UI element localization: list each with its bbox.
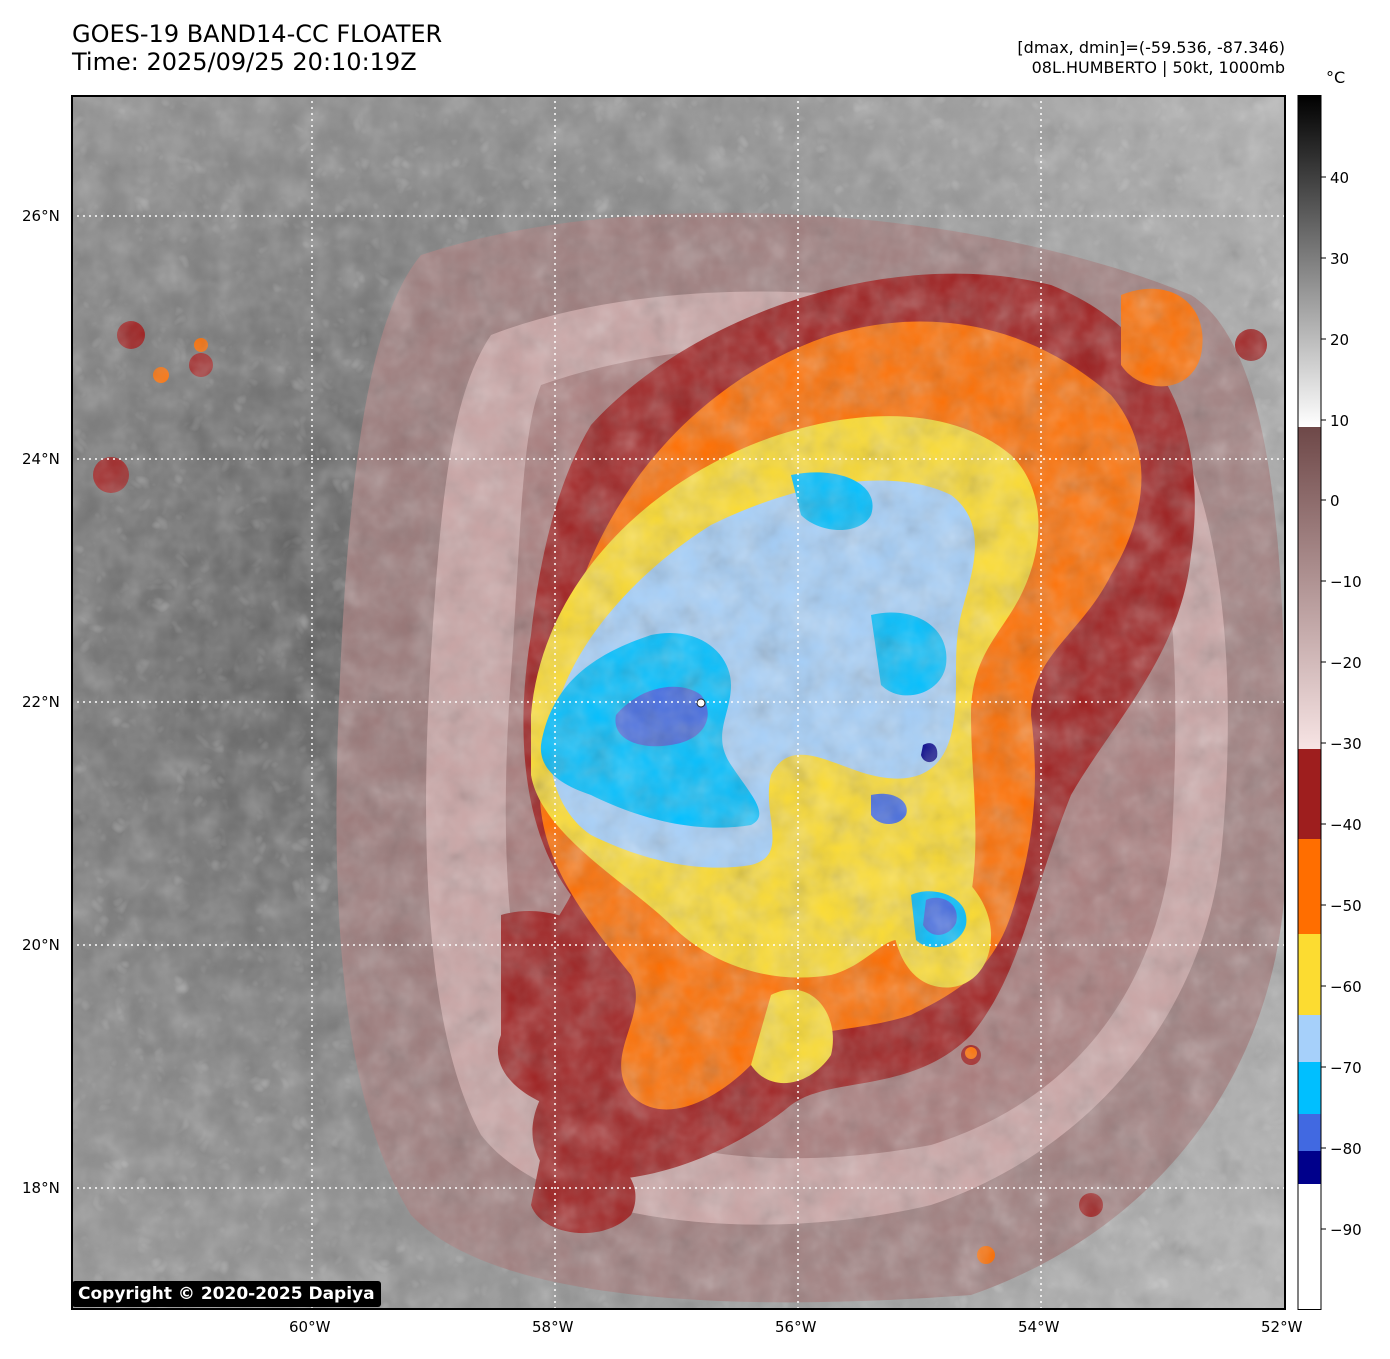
colorbar-dark-red-segment (1298, 749, 1321, 839)
temperature-colorbar: 40 30 20 10 0 −10 −20 −30 −40 −50 −60 −7… (1297, 95, 1362, 1310)
colorbar-tick-label: 40 (1330, 169, 1349, 187)
lat-label: 26°N (22, 207, 60, 225)
colorbar-tick-label: −90 (1330, 1221, 1362, 1239)
lat-label: 22°N (22, 693, 60, 711)
colorbar-tick-label: 30 (1330, 250, 1349, 268)
title-line-1: GOES-19 BAND14-CC FLOATER (72, 20, 443, 48)
lon-label: 56°W (775, 1318, 817, 1336)
tropical-storm-marker-icon (696, 698, 706, 708)
storm-info-text: 08L.HUMBERTO | 50kt, 1000mb (1031, 58, 1285, 77)
colorbar-tick-label: 10 (1330, 412, 1349, 430)
colorbar-grey-segment (1298, 95, 1321, 427)
colorbar-tick-label: −20 (1330, 654, 1362, 672)
data-range-text: [dmax, dmin]=(-59.536, -87.346) (1017, 38, 1285, 57)
colorbar-tick-label: −40 (1330, 816, 1362, 834)
title-line-2: Time: 2025/09/25 20:10:19Z (72, 48, 417, 76)
lon-label: 58°W (532, 1318, 574, 1336)
colorbar-light-blue-segment (1298, 1015, 1321, 1062)
storm-info: [dmax, dmin]=(-59.536, -87.346) 08L.HUMB… (1017, 38, 1285, 78)
colorbar-tick-label: −80 (1330, 1140, 1362, 1158)
colorbar-tick-label: 0 (1330, 492, 1340, 510)
colorbar-tick-label: −50 (1330, 897, 1362, 915)
lon-label: 60°W (289, 1318, 331, 1336)
colorbar-white-segment (1298, 1184, 1321, 1310)
copyright-badge: Copyright © 2020-2025 Dapiya (72, 1281, 381, 1307)
colorbar-tick-label: −60 (1330, 978, 1362, 996)
lat-label: 18°N (22, 1179, 60, 1197)
image-title: GOES-19 BAND14-CC FLOATER Time: 2025/09/… (72, 20, 442, 76)
lat-label: 20°N (22, 936, 60, 954)
colorbar-orange-segment (1298, 839, 1321, 934)
colorbar-tick-label: −30 (1330, 735, 1362, 753)
colorbar-sky-blue-segment (1298, 1062, 1321, 1114)
colorbar-deep-blue-segment (1298, 1151, 1321, 1184)
lon-label: 52°W (1261, 1318, 1303, 1336)
graticule (71, 95, 1286, 1310)
colorbar-royal-blue-segment (1298, 1114, 1321, 1151)
lat-label: 24°N (22, 450, 60, 468)
colorbar-yellow-segment (1298, 934, 1321, 1015)
colorbar-unit: °C (1326, 68, 1346, 87)
satellite-image (71, 95, 1286, 1310)
colorbar-tick-label: −70 (1330, 1059, 1362, 1077)
lon-label: 54°W (1018, 1318, 1060, 1336)
map-frame (71, 95, 1286, 1310)
colorbar-brown-segment (1298, 427, 1321, 749)
colorbar-tick-label: −10 (1330, 573, 1362, 591)
colorbar-tick-label: 20 (1330, 331, 1349, 349)
